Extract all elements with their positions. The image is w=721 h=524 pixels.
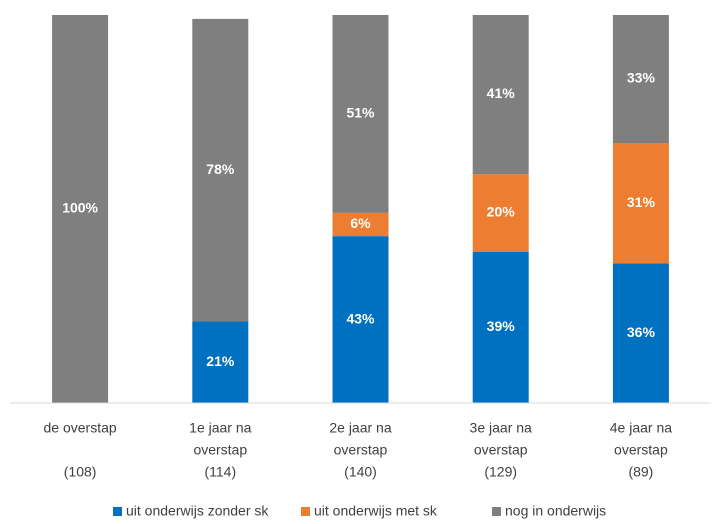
x-tick-label: 3e jaar na <box>470 420 532 436</box>
legend-label: uit onderwijs met sk <box>314 503 438 519</box>
x-tick-label: overstap <box>614 442 668 458</box>
legend-swatch <box>492 507 501 516</box>
x-tick-label: (129) <box>484 464 517 480</box>
data-label: 100% <box>62 200 98 216</box>
data-label: 78% <box>206 161 235 177</box>
x-tick-label: (89) <box>628 464 653 480</box>
legend-swatch <box>301 507 310 516</box>
x-tick-label: de overstap <box>44 420 117 436</box>
x-tick-label: (140) <box>344 464 377 480</box>
bar-segment <box>332 212 389 237</box>
data-label: 43% <box>346 310 375 326</box>
data-label: 41% <box>487 85 516 101</box>
x-tick-label: 2e jaar na <box>329 420 391 436</box>
bar-segment <box>192 18 249 322</box>
data-label: 39% <box>487 318 516 334</box>
bar-segment <box>52 15 109 403</box>
legend-label: nog in onderwijs <box>505 503 606 519</box>
bar-segment <box>612 143 669 264</box>
bar-segment <box>192 321 249 403</box>
bar-segment <box>472 251 529 403</box>
bar-segment <box>332 15 389 213</box>
bar-segment <box>472 15 529 175</box>
data-label: 36% <box>627 324 656 340</box>
x-tick-label: 1e jaar na <box>189 420 251 436</box>
data-label: 21% <box>206 353 235 369</box>
legend-label: uit onderwijs zonder sk <box>126 503 269 519</box>
x-tick-label: 4e jaar na <box>610 420 672 436</box>
legend-swatch <box>113 507 122 516</box>
data-label: 33% <box>627 70 656 86</box>
x-tick-label: (108) <box>64 464 97 480</box>
x-tick-label: overstap <box>334 442 388 458</box>
bar-segment <box>612 15 669 144</box>
x-tick-label: overstap <box>193 442 247 458</box>
x-tick-label: (114) <box>204 464 236 480</box>
data-label: 20% <box>487 204 516 220</box>
x-tick-label: overstap <box>474 442 528 458</box>
bar-segment <box>472 174 529 252</box>
bar-segment <box>612 263 669 403</box>
bar-segment <box>332 236 389 403</box>
data-label: 6% <box>350 215 371 231</box>
data-label: 31% <box>627 194 656 210</box>
data-label: 51% <box>346 105 375 121</box>
